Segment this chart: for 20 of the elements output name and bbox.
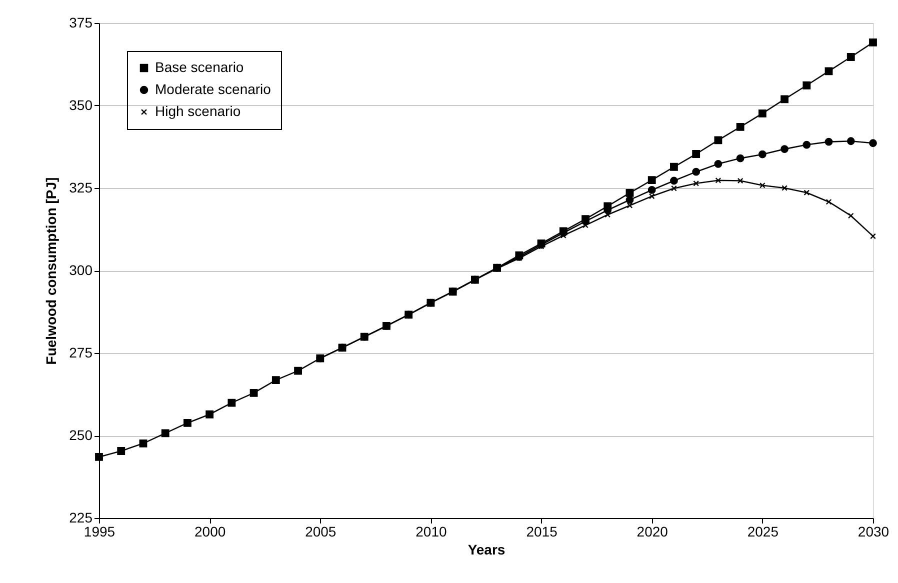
- x-tick-label: 2025: [747, 524, 779, 540]
- y-tick-label: 325: [69, 180, 93, 196]
- legend-label: Moderate scenario: [155, 81, 272, 97]
- x-tick-label: 2005: [305, 524, 336, 540]
- legend-label: High scenario: [155, 103, 241, 119]
- y-tick-label: 300: [69, 262, 93, 278]
- y-axis-title: Fuelwood consumption [PJ]: [43, 177, 60, 365]
- y-tick-label: 250: [69, 427, 93, 443]
- x-tick-label: 2000: [194, 524, 226, 540]
- y-tick-label: 225: [69, 510, 93, 526]
- y-tick-label: 350: [69, 97, 93, 113]
- x-tick-label: 2010: [416, 524, 447, 540]
- legend-label: Base scenario: [155, 59, 244, 75]
- x-tick-label: 2020: [636, 524, 668, 540]
- x-axis-title: Years: [468, 542, 506, 558]
- x-tick-label: 2030: [858, 524, 890, 540]
- x-tick-label: 2015: [526, 524, 558, 540]
- x-tick-label: 1995: [84, 524, 116, 540]
- y-tick-label: 375: [69, 14, 93, 30]
- y-tick-label: 275: [69, 344, 93, 360]
